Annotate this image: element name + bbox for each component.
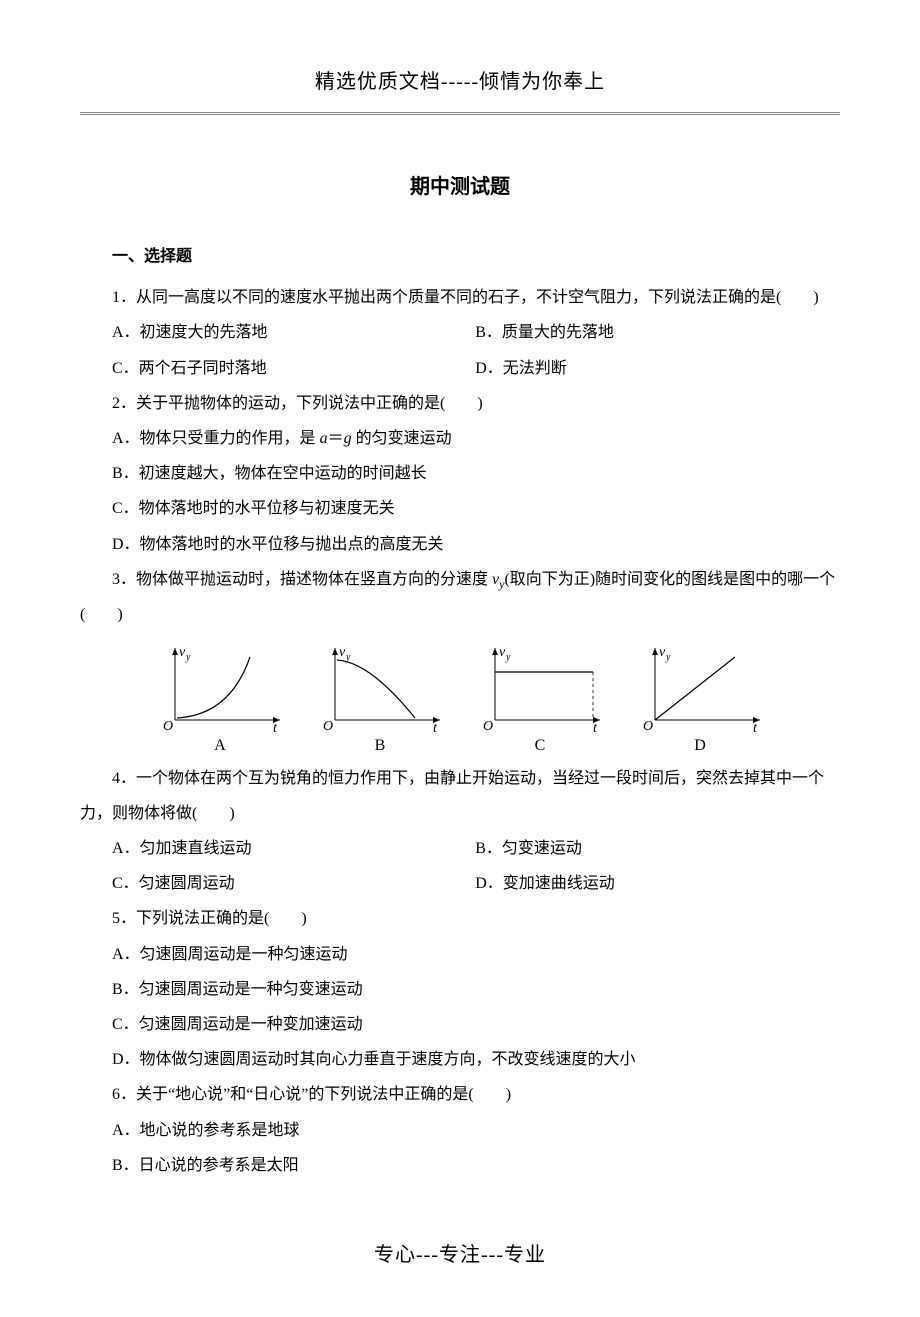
q4-B: B．匀变速运动	[475, 831, 840, 866]
svg-text:t: t	[593, 721, 598, 734]
q2-A-a: a	[320, 430, 328, 447]
q2-A-pre: A．物体只受重力的作用，是	[112, 430, 320, 447]
svg-text:v: v	[339, 645, 346, 660]
graph-B-label: B	[375, 736, 386, 755]
q4-stem: 4．一个物体在两个互为锐角的恒力作用下，由静止开始运动，当经过一段时间后，突然去…	[80, 761, 840, 831]
graph-C: v y O t C	[475, 642, 605, 755]
svg-text:O: O	[483, 719, 493, 734]
graph-A-label: A	[214, 736, 226, 755]
q2-B: B．初速度越大，物体在空中运动的时间越长	[80, 456, 840, 491]
svg-text:O: O	[323, 719, 333, 734]
q4-D: D．变加速曲线运动	[475, 866, 840, 901]
q6-A: A．地心说的参考系是地球	[80, 1113, 840, 1148]
svg-text:v: v	[499, 645, 506, 660]
q5-stem: 5．下列说法正确的是( )	[80, 901, 840, 936]
q3-graphs: v y O t A v y O t B v y	[80, 642, 840, 755]
q3-pre: 3．物体做平抛运动时，描述物体在竖直方向的分速度	[112, 571, 492, 588]
q1-row1: A．初速度大的先落地 B．质量大的先落地	[80, 315, 840, 350]
q2-D: D．物体落地时的水平位移与抛出点的高度无关	[80, 527, 840, 562]
svg-text:O: O	[163, 719, 173, 734]
svg-text:y: y	[665, 652, 671, 663]
graph-C-svg: v y O t	[475, 642, 605, 734]
q3-stem: 3．物体做平抛运动时，描述物体在竖直方向的分速度 vy(取向下为正)随时间变化的…	[80, 562, 840, 633]
graph-B-svg: v y O t	[315, 642, 445, 734]
svg-text:t: t	[273, 721, 278, 734]
q6-stem: 6．关于“地心说”和“日心说”的下列说法中正确的是( )	[80, 1077, 840, 1112]
q5-D: D．物体做匀速圆周运动时其向心力垂直于速度方向，不改变线速度的大小	[80, 1042, 840, 1077]
q1-A: A．初速度大的先落地	[80, 315, 475, 350]
svg-text:O: O	[643, 719, 653, 734]
svg-text:v: v	[659, 645, 666, 660]
graph-A-svg: v y O t	[155, 642, 285, 734]
q2-A-post: 的匀变速运动	[352, 430, 452, 447]
page-header: 精选优质文档-----倾情为你奉上	[80, 60, 840, 104]
svg-text:t: t	[433, 721, 438, 734]
header-rule	[80, 112, 840, 115]
q1-C: C．两个石子同时落地	[80, 351, 475, 386]
graph-D-label: D	[694, 736, 706, 755]
q1-row2: C．两个石子同时落地 D．无法判断	[80, 351, 840, 386]
q4-A: A．匀加速直线运动	[80, 831, 475, 866]
q5-B: B．匀速圆周运动是一种匀变速运动	[80, 972, 840, 1007]
q2-A-eq: ＝	[328, 430, 344, 447]
section-heading: 一、选择题	[80, 239, 840, 274]
q1-B: B．质量大的先落地	[475, 315, 840, 350]
graph-D: v y O t D	[635, 642, 765, 755]
graph-A: v y O t A	[155, 642, 285, 755]
q2-A: A．物体只受重力的作用，是 a＝g 的匀变速运动	[80, 421, 840, 456]
svg-text:y: y	[505, 652, 511, 663]
q2-A-g: g	[344, 430, 352, 447]
graph-C-label: C	[535, 736, 546, 755]
q5-A: A．匀速圆周运动是一种匀速运动	[80, 937, 840, 972]
q2-C: C．物体落地时的水平位移与初速度无关	[80, 491, 840, 526]
svg-text:t: t	[753, 721, 758, 734]
q4-C: C．匀速圆周运动	[80, 866, 475, 901]
svg-text:v: v	[179, 645, 186, 660]
q4-row2: C．匀速圆周运动 D．变加速曲线运动	[80, 866, 840, 901]
q5-C: C．匀速圆周运动是一种变加速运动	[80, 1007, 840, 1042]
svg-text:y: y	[185, 652, 191, 663]
q2-stem: 2．关于平抛物体的运动，下列说法中正确的是( )	[80, 386, 840, 421]
q4-row1: A．匀加速直线运动 B．匀变速运动	[80, 831, 840, 866]
graph-B: v y O t B	[315, 642, 445, 755]
page-footer: 专心---专注---专业	[80, 1233, 840, 1277]
q1-D: D．无法判断	[475, 351, 840, 386]
graph-D-svg: v y O t	[635, 642, 765, 734]
q6-B: B．日心说的参考系是太阳	[80, 1148, 840, 1183]
q1-stem: 1．从同一高度以不同的速度水平抛出两个质量不同的石子，不计空气阻力，下列说法正确…	[80, 280, 840, 315]
page-title: 期中测试题	[80, 165, 840, 209]
svg-text:y: y	[345, 652, 351, 663]
